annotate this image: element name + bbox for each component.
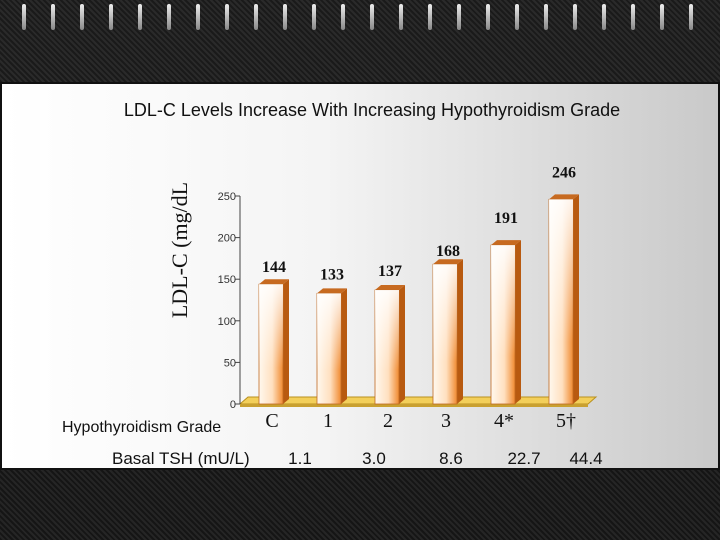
bar-value-label: 133 [320, 266, 344, 283]
bar-top [549, 194, 579, 200]
binder-ring [515, 4, 519, 30]
tsh-value: 3.0 [362, 449, 386, 468]
binder-ring [312, 4, 316, 30]
bar-top [491, 240, 521, 246]
y-tick-label: 0 [230, 399, 236, 411]
chart-floor-edge [240, 404, 588, 407]
binder-ring [486, 4, 490, 30]
binder-ring [51, 4, 55, 30]
binder-ring [399, 4, 403, 30]
bar-top [375, 285, 405, 291]
bar-highlight [433, 264, 457, 404]
chart-title: LDL-C Levels Increase With Increasing Hy… [123, 100, 621, 120]
x-category-label: 2 [383, 410, 393, 432]
bar-side [399, 285, 405, 404]
bar-value-label: 191 [494, 210, 518, 227]
bar-side [283, 279, 289, 404]
y-tick-label: 50 [224, 357, 236, 369]
bar-value-label: 137 [378, 263, 402, 280]
binder-ring [80, 4, 84, 30]
x-category-label: 3 [441, 410, 451, 432]
bar-highlight [317, 293, 341, 404]
binder-ring [254, 4, 258, 30]
bar-highlight [491, 245, 515, 404]
binder-ring [457, 4, 461, 30]
bar-top [317, 288, 347, 294]
binder-ring [22, 4, 26, 30]
y-tick-label: 100 [218, 316, 236, 328]
bar-highlight [549, 199, 573, 404]
binder-ring [370, 4, 374, 30]
y-tick-label: 250 [218, 191, 236, 203]
x-category-label: C [265, 410, 279, 432]
binder-ring [138, 4, 142, 30]
bar-top [433, 259, 463, 265]
bar-value-label: 246 [552, 164, 576, 181]
bar-value-label: 168 [436, 243, 460, 260]
binder-ring [225, 4, 229, 30]
binder-ring [109, 4, 113, 30]
tsh-value: 1.1 [288, 449, 312, 468]
binder-ring [196, 4, 200, 30]
bottom-decorative-band [0, 470, 720, 540]
binder-rings [0, 0, 720, 40]
tsh-value: 22.7 [507, 449, 541, 468]
binder-ring [341, 4, 345, 30]
binder-ring [428, 4, 432, 30]
binder-ring [602, 4, 606, 30]
tsh-value: 8.6 [439, 449, 463, 468]
tsh-value: 44.4 [569, 449, 603, 468]
bar-side [515, 240, 521, 404]
chart-floor [238, 396, 598, 405]
binder-ring [631, 4, 635, 30]
bar-side [341, 288, 347, 404]
x-category-label: 1 [323, 410, 333, 432]
x-category-label: 4* [494, 410, 514, 432]
binder-ring [167, 4, 171, 30]
binder-ring [283, 4, 287, 30]
bar-highlight [375, 290, 399, 404]
y-tick-label: 150 [218, 274, 236, 286]
y-tick-label: 200 [218, 233, 236, 245]
binder-ring [573, 4, 577, 30]
x-category-label: 5† [556, 410, 576, 432]
tsh-row-label: Basal TSH (mU/L) [112, 449, 250, 468]
x-axis-label: Hypothyroidism Grade [62, 419, 222, 436]
bar-top [259, 279, 289, 285]
binder-ring [544, 4, 548, 30]
bar-side [457, 259, 463, 404]
bar-side [573, 194, 579, 404]
binder-ring [689, 4, 693, 30]
top-decorative-band [0, 0, 720, 82]
bar-highlight [259, 284, 283, 404]
binder-ring [660, 4, 664, 30]
bar-value-label: 144 [262, 259, 286, 276]
